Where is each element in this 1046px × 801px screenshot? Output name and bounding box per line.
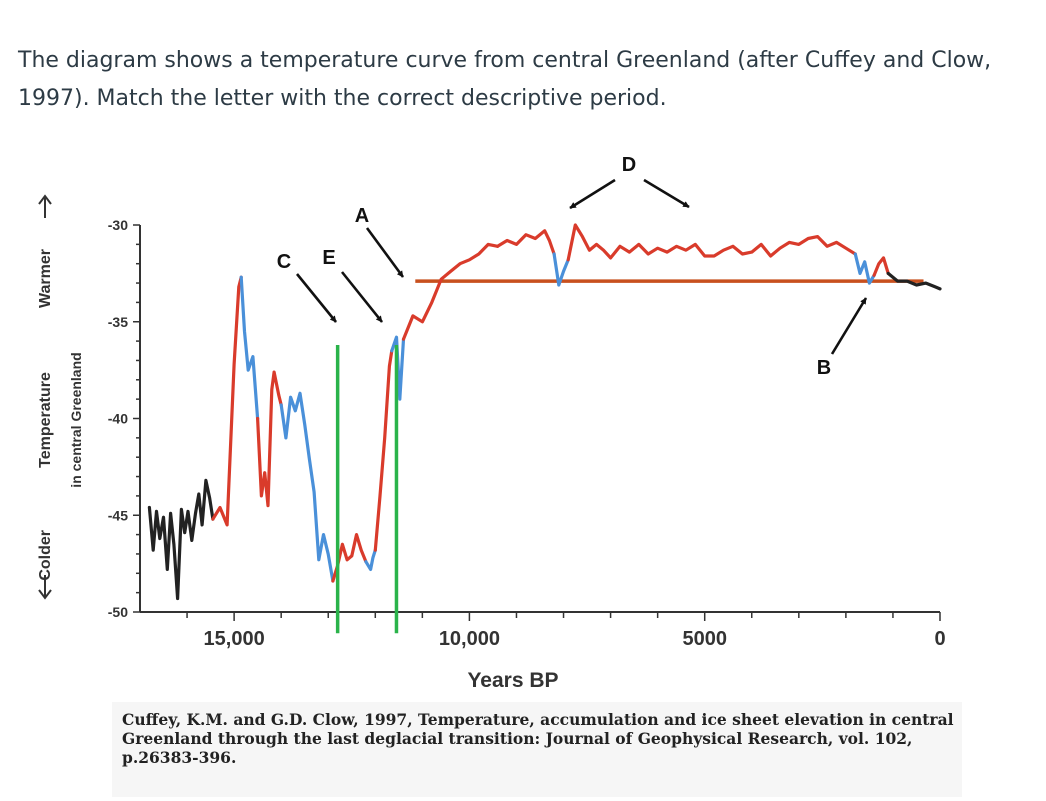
boundary-lines [335,344,399,634]
y-tick-label: -50 [108,604,128,620]
label-e: E [322,247,335,269]
citation-text: Cuffey, K.M. and G.D. Clow, 1997, Temper… [122,710,954,767]
series-line-warm [566,223,857,262]
series-line-warm [496,229,556,256]
series-line-black-late [886,271,942,291]
annotations: A B C D E [277,154,868,379]
y-axis-warmer-label: Warmer [37,249,54,308]
series-line-black-early [147,478,215,601]
series-line-cold [853,252,876,285]
series-line-warm [211,275,243,527]
label-a: A [355,205,369,227]
series-line-cold [239,275,260,421]
x-tick-label: 15,000 [204,628,265,650]
label-b: B [817,357,831,379]
citation-box: Cuffey, K.M. and G.D. Clow, 1997, Temper… [112,702,962,797]
x-axis: 15,000 10,000 5000 0 [140,611,946,650]
arrow-c-icon [295,273,338,323]
arrow-d-left-icon [569,178,616,210]
x-tick-label: 10,000 [439,628,500,650]
arrow-d-right-icon [643,178,690,209]
x-axis-title: Years BP [467,669,558,692]
y-tick-label: -30 [108,217,128,233]
y-axis-colder-label: Colder [37,530,54,581]
label-d: D [622,154,636,176]
arrow-b-icon [830,297,868,355]
y-axis: -30 -35 -40 -45 -50 [108,217,141,620]
series-line-cold [279,391,335,583]
question-text: The diagram shows a temperature curve fr… [18,48,992,111]
series-line-warm [373,349,394,552]
series-line-warm [256,370,283,508]
series-line-cold [364,548,377,572]
series-line-cold [552,252,570,287]
y-tick-label: -45 [108,507,128,523]
temperature-chart: Colder Temperature Warmer in central Gre… [37,154,946,692]
x-tick-label: 0 [934,628,945,650]
y-axis-title: Temperature [37,372,54,468]
y-tick-label: -40 [108,411,128,427]
warmer-arrow-icon [38,194,52,218]
y-tick-label: -35 [108,314,128,330]
colder-arrow-icon [38,575,52,600]
label-c: C [277,251,291,273]
arrow-e-icon [340,271,384,323]
y-axis-arrows [38,194,52,600]
series-line-warm [872,256,890,277]
arrow-a-icon [365,227,405,278]
x-tick-label: 5000 [682,628,727,650]
y-axis-subtitle: in central Greenland [68,352,84,487]
series-line-warm [401,242,500,341]
